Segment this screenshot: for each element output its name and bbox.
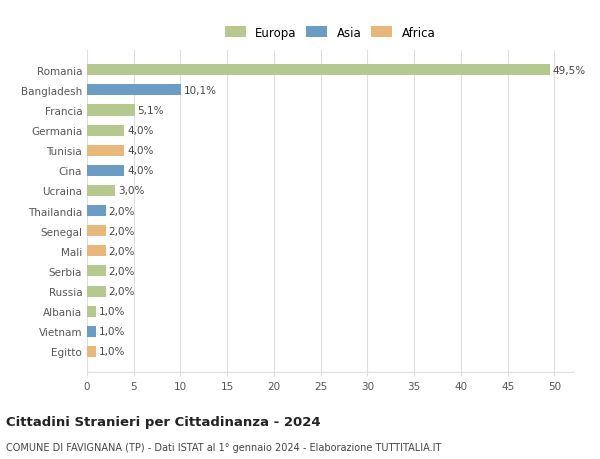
Bar: [87, 125, 124, 136]
Text: 10,1%: 10,1%: [184, 86, 217, 95]
Bar: [87, 105, 134, 116]
Text: 2,0%: 2,0%: [109, 266, 135, 276]
Text: 1,0%: 1,0%: [99, 307, 125, 317]
Text: 2,0%: 2,0%: [109, 226, 135, 236]
Bar: [87, 85, 181, 96]
Bar: [87, 326, 97, 337]
Bar: [87, 65, 550, 76]
Bar: [87, 266, 106, 277]
Text: 49,5%: 49,5%: [553, 66, 586, 76]
Text: 4,0%: 4,0%: [127, 166, 154, 176]
Bar: [87, 185, 115, 196]
Text: 2,0%: 2,0%: [109, 286, 135, 297]
Text: 1,0%: 1,0%: [99, 347, 125, 357]
Text: 5,1%: 5,1%: [137, 106, 164, 116]
Text: 2,0%: 2,0%: [109, 206, 135, 216]
Bar: [87, 286, 106, 297]
Bar: [87, 306, 97, 317]
Text: 4,0%: 4,0%: [127, 146, 154, 156]
Bar: [87, 165, 124, 177]
Text: 4,0%: 4,0%: [127, 126, 154, 136]
Text: Cittadini Stranieri per Cittadinanza - 2024: Cittadini Stranieri per Cittadinanza - 2…: [6, 415, 320, 428]
Bar: [87, 346, 97, 357]
Bar: [87, 206, 106, 217]
Bar: [87, 146, 124, 157]
Text: 3,0%: 3,0%: [118, 186, 144, 196]
Bar: [87, 226, 106, 237]
Text: COMUNE DI FAVIGNANA (TP) - Dati ISTAT al 1° gennaio 2024 - Elaborazione TUTTITAL: COMUNE DI FAVIGNANA (TP) - Dati ISTAT al…: [6, 442, 442, 452]
Legend: Europa, Asia, Africa: Europa, Asia, Africa: [222, 24, 438, 42]
Text: 1,0%: 1,0%: [99, 327, 125, 336]
Bar: [87, 246, 106, 257]
Text: 2,0%: 2,0%: [109, 246, 135, 256]
